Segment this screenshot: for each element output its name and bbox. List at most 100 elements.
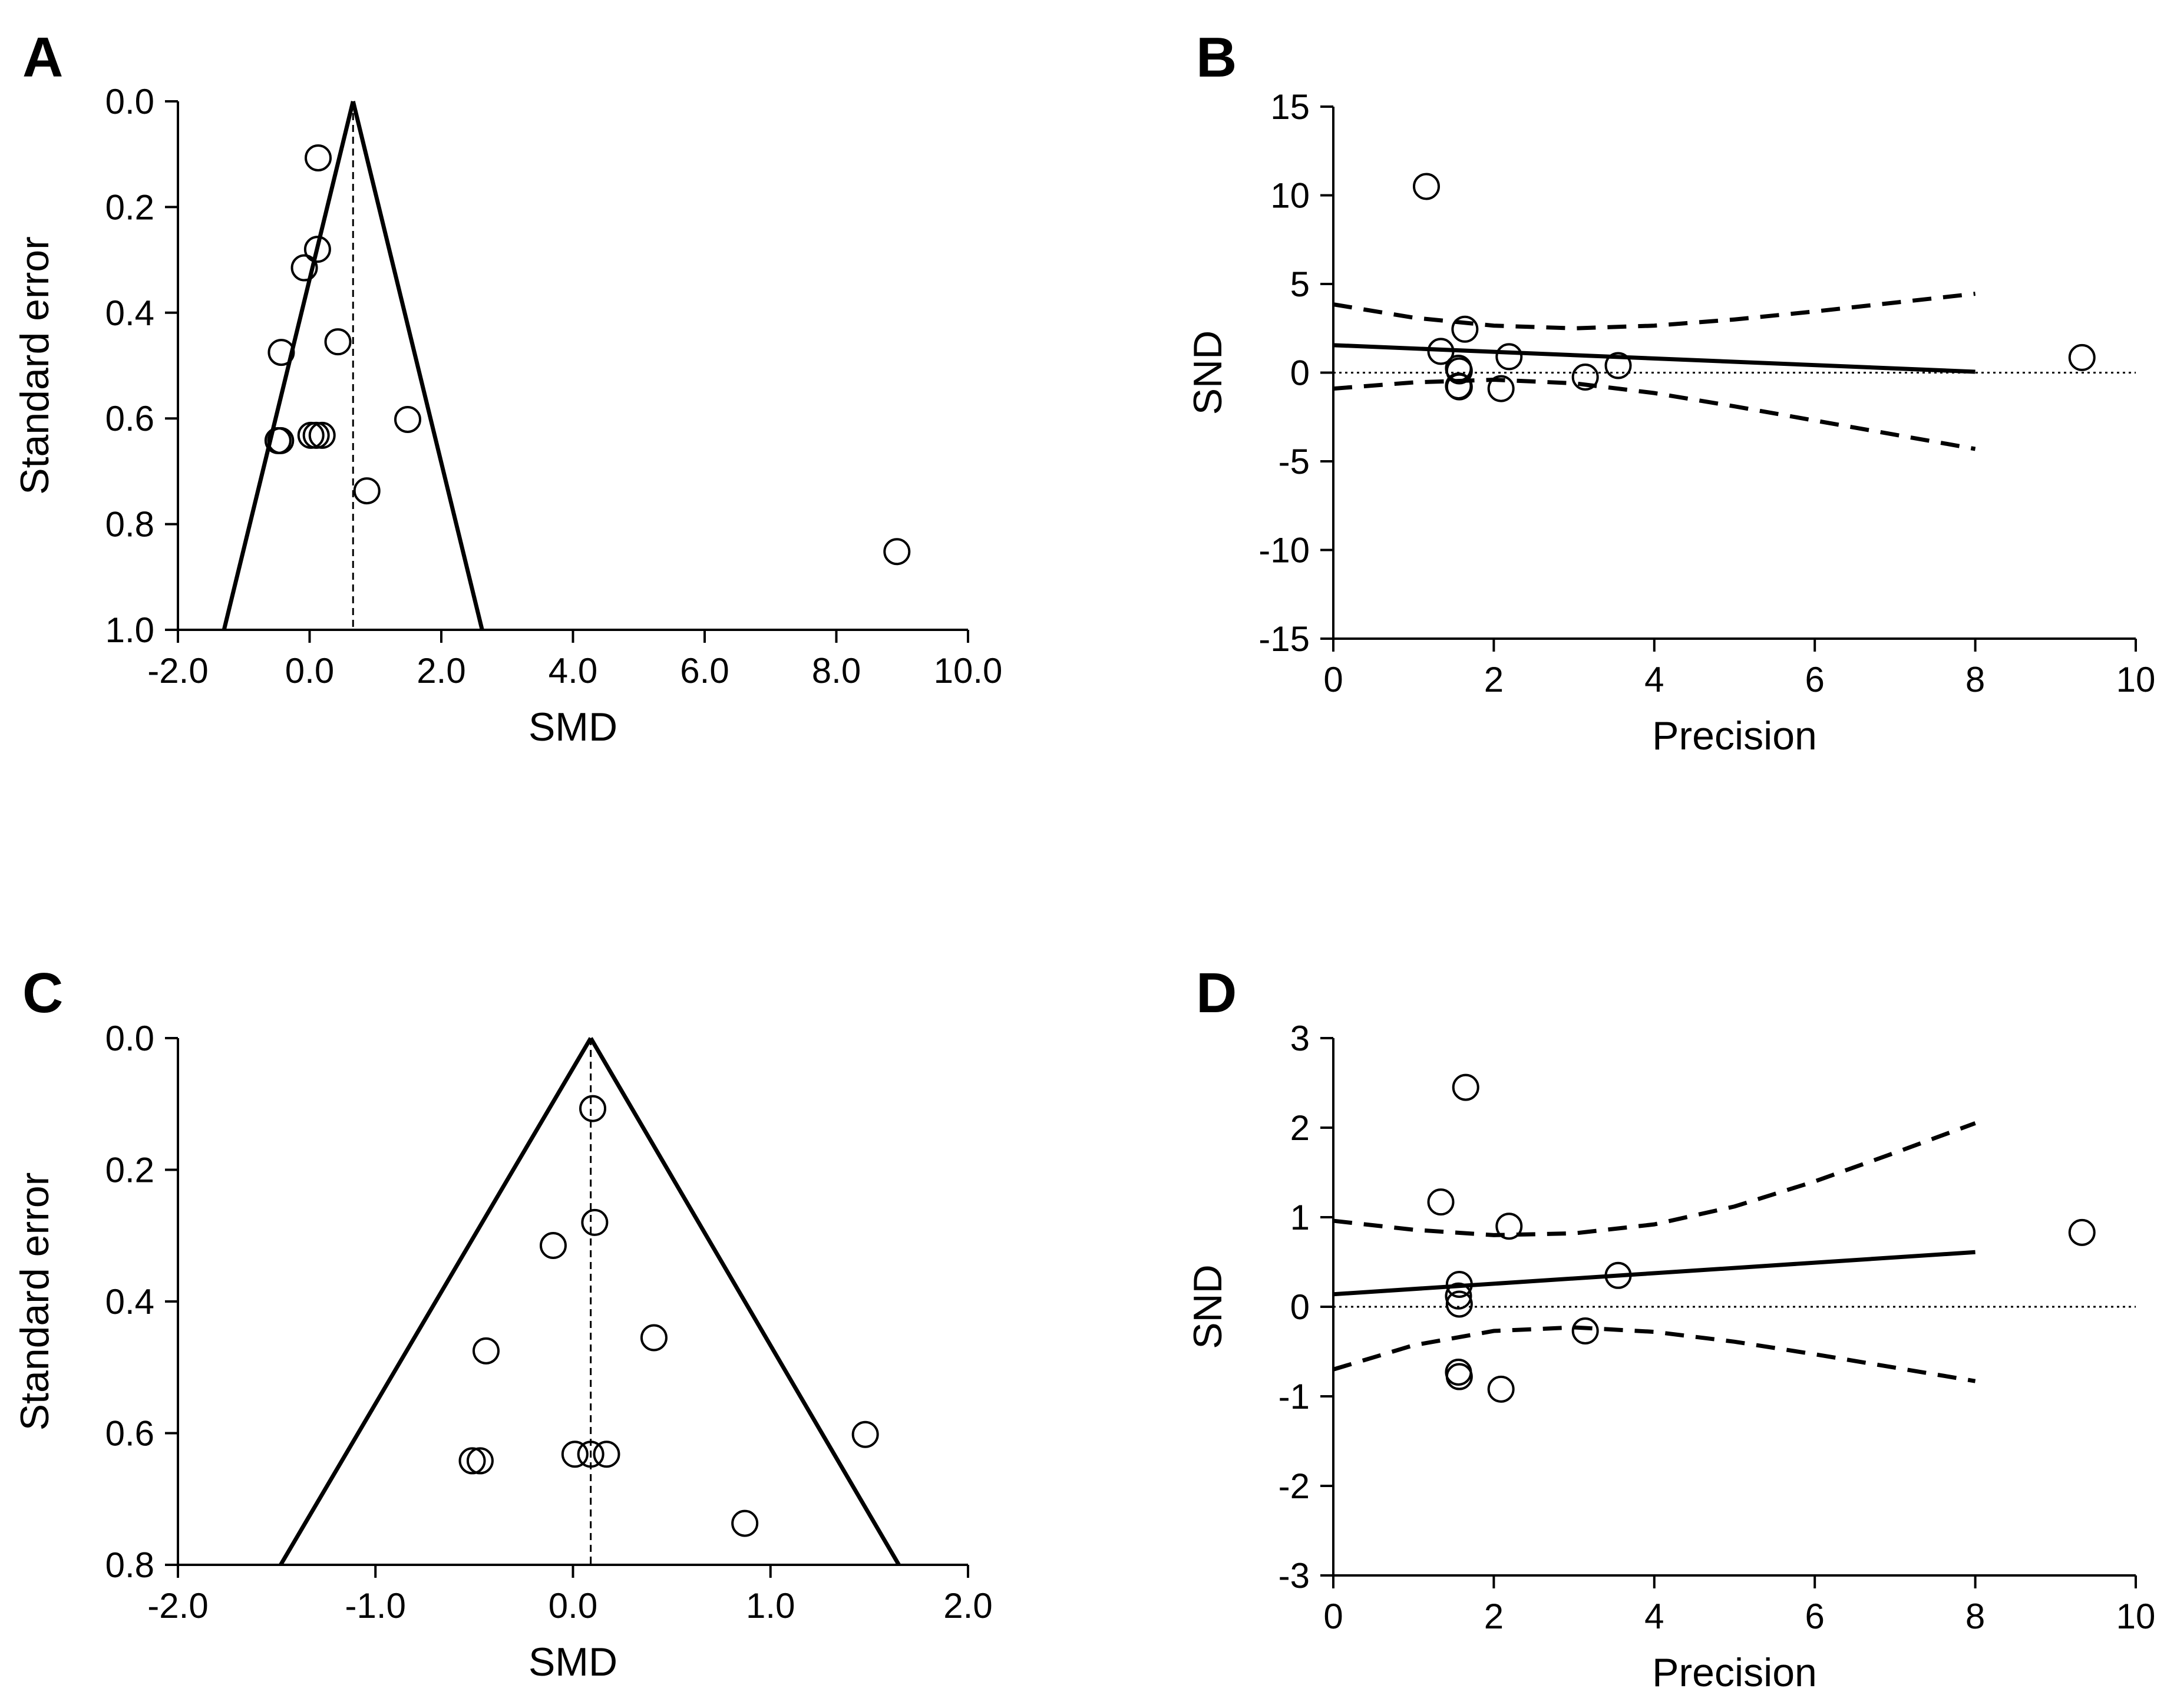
panel-c-x-tick-label: -2.0: [147, 1586, 208, 1626]
panel-d-y-tick-label: 2: [1290, 1108, 1310, 1148]
panel-d-x-tick-label: 10: [2116, 1597, 2156, 1636]
panel-d-ci-upper-curve: [1333, 1121, 1976, 1237]
panel-a-funnel-right-edge: [351, 101, 484, 630]
panel-d-data-point: [1445, 1271, 1473, 1298]
panel-c-x-tick-label: 2.0: [943, 1586, 992, 1626]
panel-d-x-tick-label: 0: [1323, 1597, 1343, 1636]
panel-a-x-axis-title: SMD: [528, 705, 617, 749]
panel-d-data-point: [1445, 1282, 1472, 1310]
panel-a-letter: A: [22, 26, 63, 89]
panel-a-data-point: [308, 421, 336, 449]
panel-a-y-tick-label: 0.0: [105, 82, 154, 121]
panel-b-data-point: [1571, 364, 1599, 391]
panel-b-data-point: [1604, 352, 1632, 379]
panel-d-data-point: [2068, 1218, 2096, 1246]
panel-b-x-tick-label: 0: [1323, 660, 1343, 699]
panel-a-data-point: [303, 236, 331, 263]
panel-c-x-tick-label: -1.0: [345, 1586, 406, 1626]
panel-b-regression-line: [1333, 343, 1976, 374]
panel-d-letter: D: [1196, 962, 1237, 1025]
panel-b-x-tick-label: 4: [1644, 660, 1664, 699]
panel-d-data-point: [1445, 1290, 1473, 1318]
panel-b-y-tick-label: 0: [1290, 354, 1310, 393]
panel-c-data-point: [731, 1509, 759, 1537]
panel-c-data-point: [577, 1441, 604, 1468]
panel-a-data-point: [394, 405, 422, 433]
panel-a-data-point: [290, 254, 318, 282]
panel-b-data-point: [1445, 357, 1473, 385]
panel-b-y-tick-label: -15: [1258, 619, 1310, 659]
panel-a-x-tick-label: 2.0: [417, 651, 465, 691]
panel-b-data-point: [1495, 343, 1523, 371]
panel-d-y-tick-label: -3: [1279, 1556, 1310, 1595]
panel-a-data-point: [267, 339, 295, 366]
panel-a-data-point: [324, 328, 352, 356]
panel-b-y-tick-label: -10: [1258, 531, 1310, 570]
panel-d-data-point: [1571, 1317, 1599, 1345]
panel-d-x-tick-label: 2: [1484, 1597, 1504, 1636]
panel-b-letter: B: [1196, 26, 1237, 89]
panel-a-x-tick-label: 8.0: [812, 651, 861, 691]
panel-d-data-point: [1495, 1213, 1523, 1240]
panel-c-y-tick-label: 0.2: [105, 1151, 154, 1190]
panel-a-data-point: [267, 427, 295, 454]
panel-d-data-point: [1604, 1261, 1632, 1289]
panel-b-data-point: [2068, 343, 2096, 371]
panel-b-egger-plot: 0 2 4 6 8 10 15 10 5 0 -5 -10 -15 Precision SND B: [1185, 26, 2155, 758]
panel-a-y-tick-label: 0.2: [105, 187, 154, 227]
panel-a-x-tick-label: 0.0: [285, 651, 334, 691]
panel-b-x-tick-label: 8: [1965, 660, 1985, 699]
panel-b-x-axis-title: Precision: [1652, 713, 1817, 758]
panel-d-y-tick-label: 3: [1290, 1019, 1310, 1058]
panel-a-y-tick-label: 0.8: [105, 505, 154, 544]
panel-b-data-point: [1487, 375, 1515, 402]
panel-d-data-point: [1427, 1188, 1455, 1216]
panel-b-data-point: [1427, 338, 1455, 365]
panel-c-y-axis-title: Standard error: [12, 1172, 57, 1431]
panel-c-data-point: [458, 1447, 486, 1475]
panel-c-data-point: [581, 1208, 609, 1236]
panel-d-x-tick-label: 8: [1965, 1597, 1985, 1636]
panel-b-ci-lower-curve: [1333, 378, 1976, 451]
panel-c-data-point: [593, 1441, 620, 1468]
panel-d-regression-line: [1333, 1250, 1976, 1297]
panel-b-y-tick-label: -5: [1279, 442, 1310, 481]
panel-c-y-tick-label: 0.6: [105, 1414, 154, 1453]
panel-d-x-tick-label: 6: [1805, 1597, 1825, 1636]
panel-a-y-tick-label: 0.6: [105, 399, 154, 438]
panel-c-data-point: [466, 1447, 494, 1475]
panel-a-data-point: [353, 477, 381, 505]
panel-b-y-axis-title: SND: [1185, 331, 1230, 415]
panel-a-data-point: [302, 421, 330, 449]
panel-d-ci-lower-curve: [1332, 1325, 1976, 1383]
panel-b-x-tick-label: 2: [1484, 660, 1504, 699]
panel-c-y-tick-label: 0.4: [105, 1282, 154, 1322]
panel-b-data-point: [1451, 315, 1479, 343]
panel-d-y-tick-label: 0: [1290, 1287, 1310, 1327]
panel-b-data-point: [1445, 373, 1473, 401]
panel-d-y-axis-title: SND: [1185, 1264, 1230, 1349]
panel-b-y-tick-label: 10: [1270, 176, 1310, 216]
panel-b-x-tick-label: 10: [2116, 660, 2156, 699]
panel-c-y-tick-label: 0.0: [105, 1019, 154, 1058]
panel-a-data-point: [883, 538, 911, 566]
panel-d-x-axis-title: Precision: [1652, 1650, 1817, 1695]
panel-a-x-tick-label: 10.0: [934, 651, 1003, 691]
panel-a-y-tick-label: 0.4: [105, 293, 154, 333]
panel-b-y-tick-label: 15: [1270, 87, 1310, 127]
panel-b-data-point: [1412, 173, 1440, 200]
panel-d-data-point: [1487, 1375, 1515, 1403]
panel-a-funnel-left-edge: [222, 101, 355, 630]
panel-d-data-point: [1452, 1073, 1479, 1101]
panel-d-y-tick-label: 1: [1290, 1198, 1310, 1237]
panel-a-x-tick-label: -2.0: [147, 651, 208, 691]
panel-b-y-tick-label: 5: [1290, 265, 1310, 304]
panel-c-data-point: [640, 1324, 668, 1352]
panel-c-funnel-plot: -2.0 -1.0 0.0 1.0 2.0 0.0 0.2 0.4 0.6 0.8 SMD Stand…: [12, 962, 993, 1684]
panel-d-data-point: [1445, 1363, 1473, 1390]
panel-c-data-point: [579, 1095, 607, 1122]
panel-b-x-tick-label: 6: [1805, 660, 1825, 699]
panel-c-data-point: [539, 1232, 567, 1260]
panel-b-ci-upper-curve: [1333, 292, 1976, 331]
